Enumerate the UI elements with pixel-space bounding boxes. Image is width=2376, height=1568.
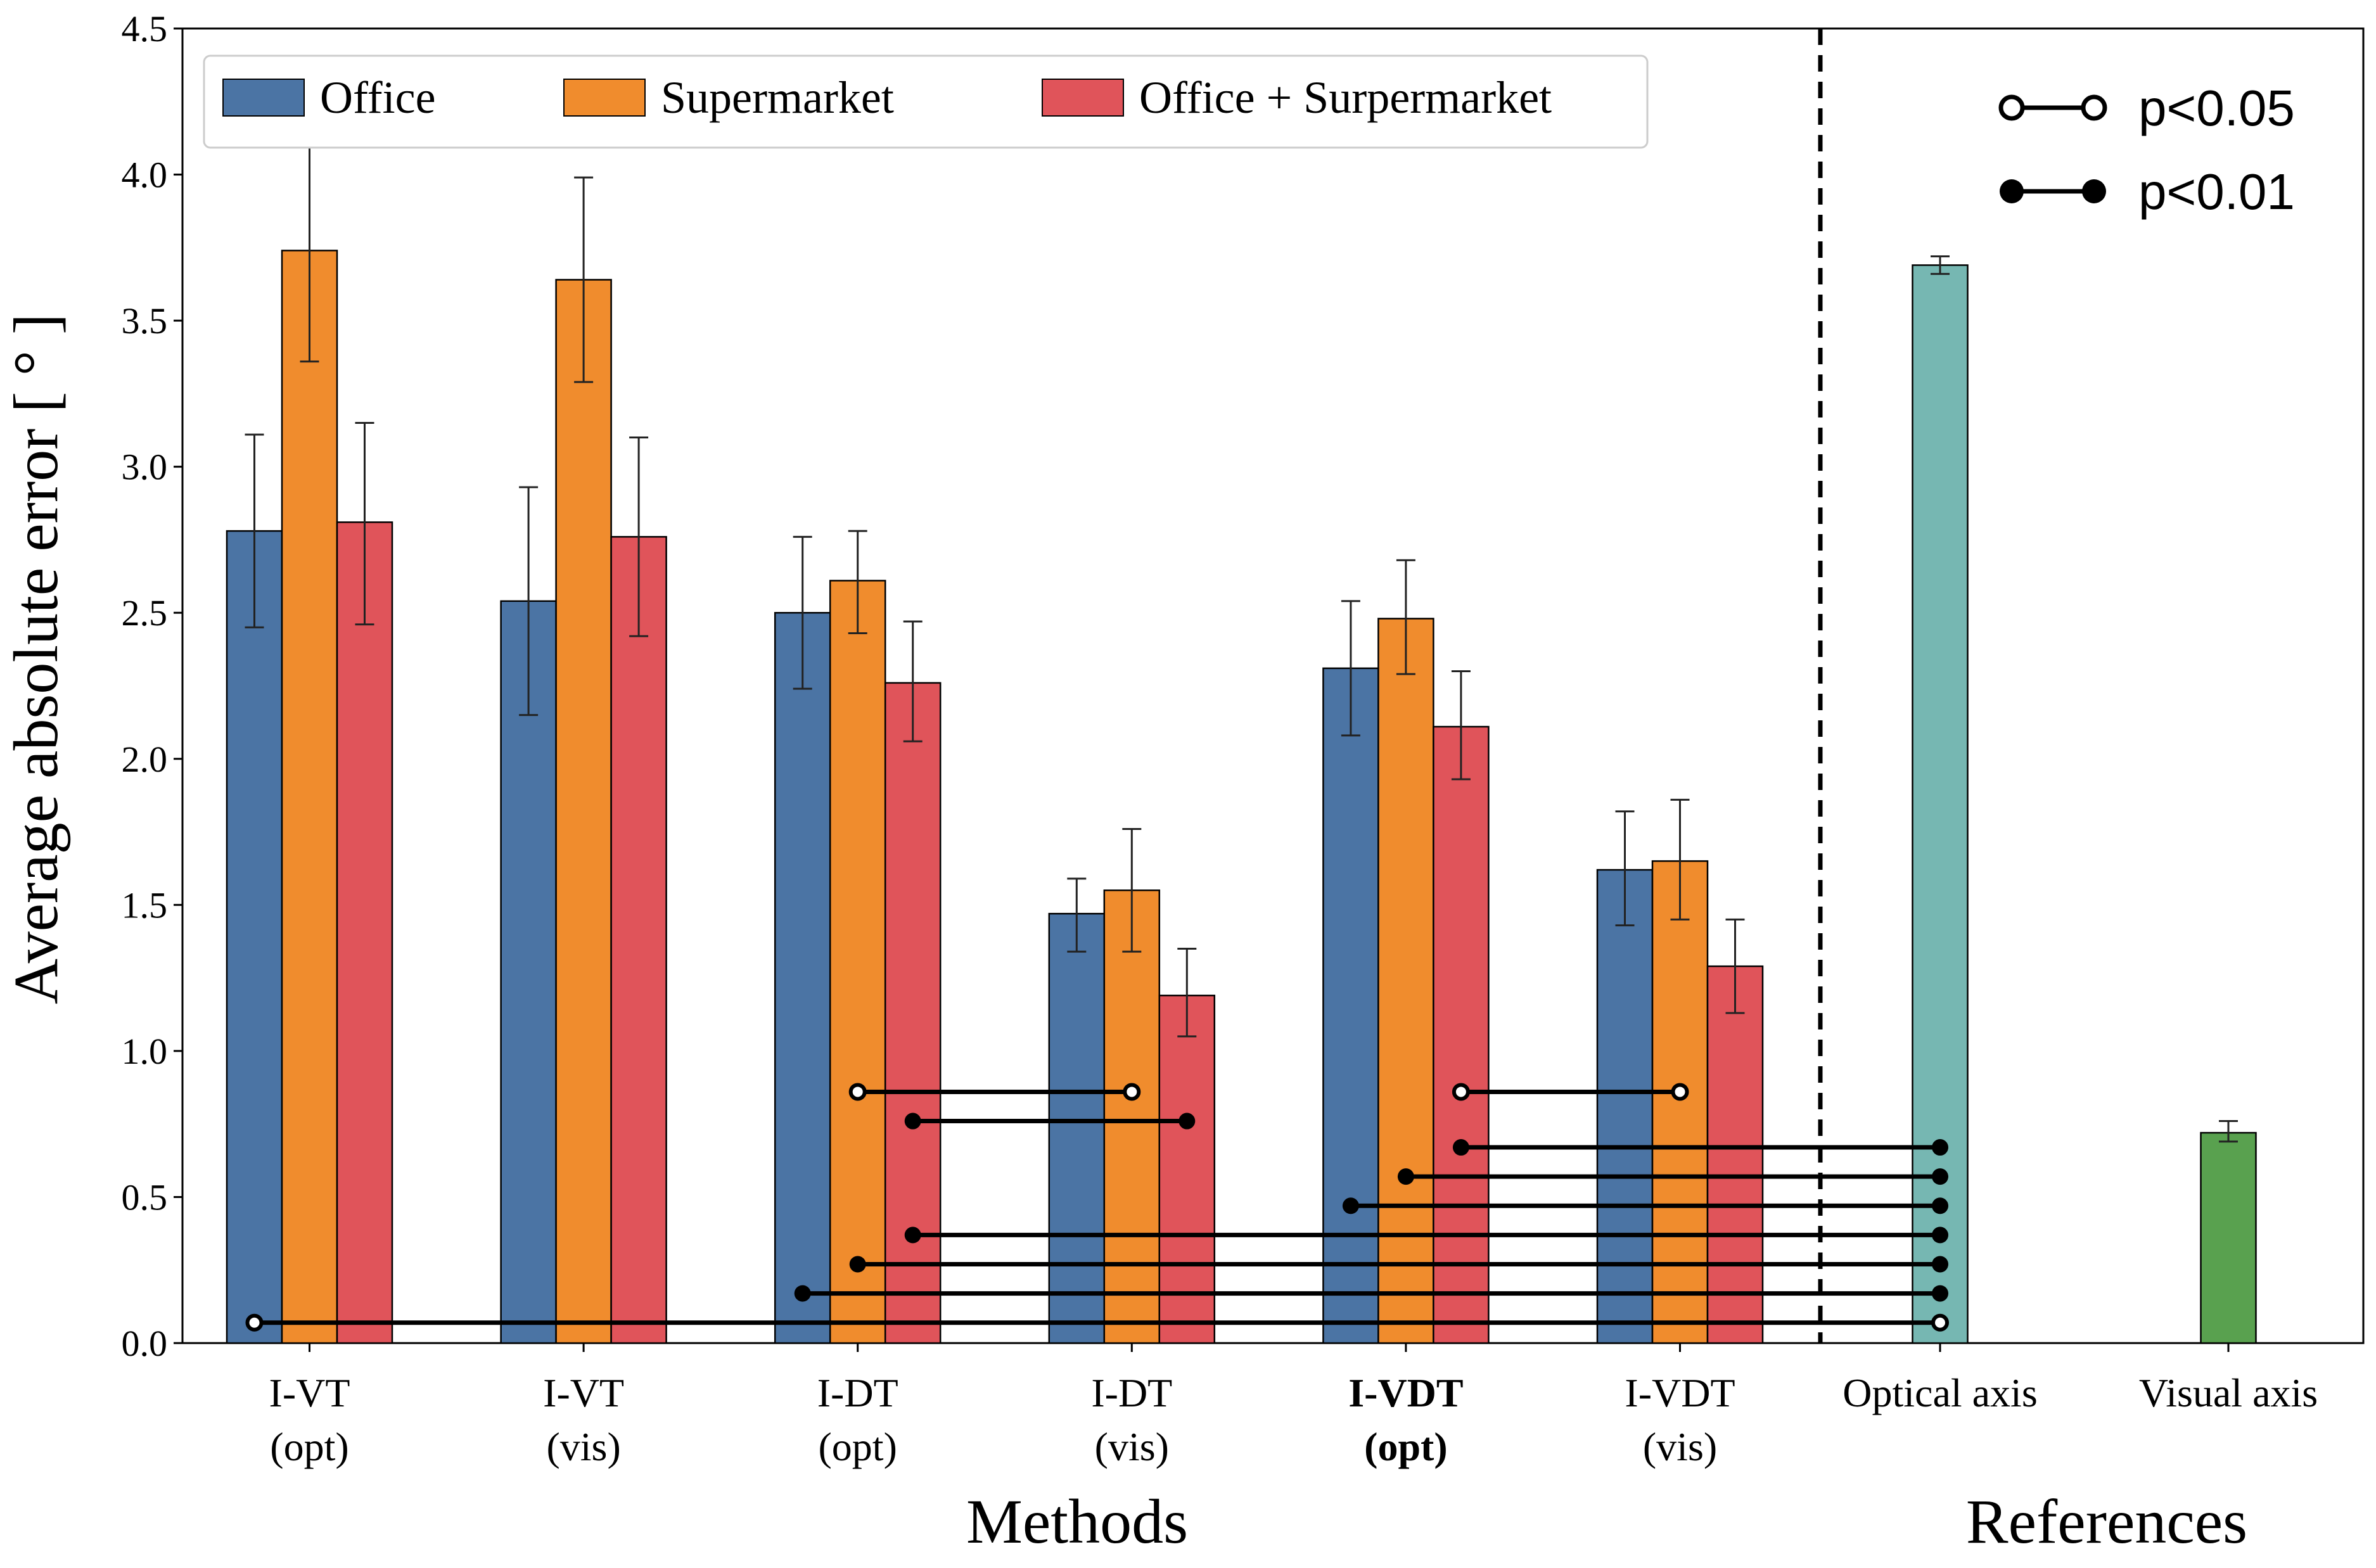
significance-marker	[904, 1227, 921, 1244]
significance-marker	[1932, 1168, 1948, 1185]
x-tick-label: I-DT	[817, 1370, 898, 1415]
bar-office	[1322, 667, 1379, 1344]
significance-marker	[1931, 1313, 1949, 1332]
significance-marker	[1123, 1083, 1141, 1101]
bar-office	[774, 611, 831, 1344]
legend-swatch-supermarket	[563, 79, 646, 117]
x-tick-label: I-DT	[1091, 1370, 1172, 1415]
references-label: References	[1966, 1486, 2247, 1557]
bar-office	[1048, 912, 1106, 1344]
reference-bar	[2200, 1131, 2257, 1344]
bar-office	[226, 530, 283, 1344]
significance-marker	[849, 1256, 866, 1273]
bar-office	[1596, 869, 1654, 1344]
x-tick-label: Optical axis	[1843, 1370, 2037, 1415]
legend-swatch-combined	[1042, 79, 1124, 117]
y-tick-label: 2.0	[122, 739, 168, 780]
significance-marker	[1932, 1285, 1948, 1302]
sig-legend-label-p01: p<0.01	[2138, 163, 2295, 220]
x-tick-label-sub: (vis)	[1095, 1424, 1169, 1469]
bar-combined	[1158, 995, 1216, 1344]
bar-supermarket	[1377, 618, 1434, 1344]
x-tick-label-sub: (vis)	[1643, 1424, 1717, 1469]
sig-legend-label-p05: p<0.05	[2138, 80, 2295, 136]
significance-marker	[1342, 1197, 1359, 1214]
bar-combined	[1433, 725, 1490, 1344]
significance-marker	[1452, 1139, 1469, 1156]
y-tick-label: 0.0	[122, 1323, 168, 1364]
significance-marker	[848, 1083, 867, 1101]
bar-supermarket	[1651, 860, 1709, 1344]
reference-bar	[1912, 264, 1969, 1344]
sig-legend-end-p05	[2081, 94, 2107, 121]
y-tick-label: 4.5	[122, 8, 168, 49]
significance-marker	[1397, 1168, 1414, 1185]
significance-marker	[1178, 1112, 1196, 1130]
significance-marker	[1932, 1227, 1948, 1244]
x-tick-label: I-VT	[269, 1370, 350, 1415]
y-tick-label: 0.5	[122, 1176, 168, 1218]
bar-office	[500, 600, 557, 1344]
significance-marker	[1671, 1083, 1689, 1101]
significance-marker	[794, 1285, 811, 1302]
x-tick-label-sub: (opt)	[270, 1424, 348, 1469]
x-tick-label: I-VT	[543, 1370, 624, 1415]
bar-combined	[1706, 965, 1764, 1344]
y-tick-label: 4.0	[122, 155, 168, 196]
sig-legend-end-p01	[2082, 179, 2106, 203]
y-tick-label: 1.0	[122, 1031, 168, 1072]
x-tick-label-sub: (opt)	[818, 1424, 897, 1469]
bar-supermarket	[1103, 889, 1161, 1344]
bar-combined	[610, 536, 667, 1344]
significance-marker	[1932, 1256, 1948, 1273]
significance-marker	[1452, 1083, 1470, 1101]
plot-frame	[181, 27, 2365, 1344]
methods-label: Methods	[966, 1486, 1188, 1557]
legend: Office Supermarket Office + Surpermarket	[203, 54, 1649, 149]
y-tick-label: 3.5	[122, 300, 168, 341]
significance-marker	[904, 1112, 921, 1130]
x-tick-label: I-VDT	[1348, 1370, 1463, 1415]
x-tick-label-sub: (vis)	[546, 1424, 620, 1469]
legend-label-office: Office	[320, 72, 436, 123]
bar-supermarket	[555, 279, 612, 1344]
sig-legend-start-p01	[2000, 179, 2024, 203]
bar-combined	[336, 521, 393, 1344]
x-tick-label: Visual axis	[2139, 1370, 2318, 1415]
bar-supermarket	[829, 580, 886, 1344]
y-tick-label: 1.5	[122, 884, 168, 926]
significance-marker	[1932, 1197, 1948, 1214]
significance-marker	[245, 1313, 264, 1332]
y-axis-title: Average absolute error [ ° ]	[1, 314, 71, 1004]
sig-legend-start-p05	[1998, 94, 2025, 121]
x-tick-label-sub: (opt)	[1364, 1424, 1448, 1469]
significance-marker	[1932, 1139, 1948, 1156]
legend-label-supermarket: Supermarket	[661, 72, 894, 123]
legend-swatch-office	[222, 79, 305, 117]
bar-combined	[884, 682, 942, 1344]
y-tick-label: 2.5	[122, 592, 168, 634]
legend-label-combined: Office + Surpermarket	[1139, 72, 1552, 123]
significance-legend: p<0.05 p<0.01	[1998, 80, 2295, 220]
y-tick-label: 3.0	[122, 447, 168, 488]
x-tick-label: I-VDT	[1625, 1370, 1735, 1415]
bar-supermarket	[281, 250, 338, 1344]
